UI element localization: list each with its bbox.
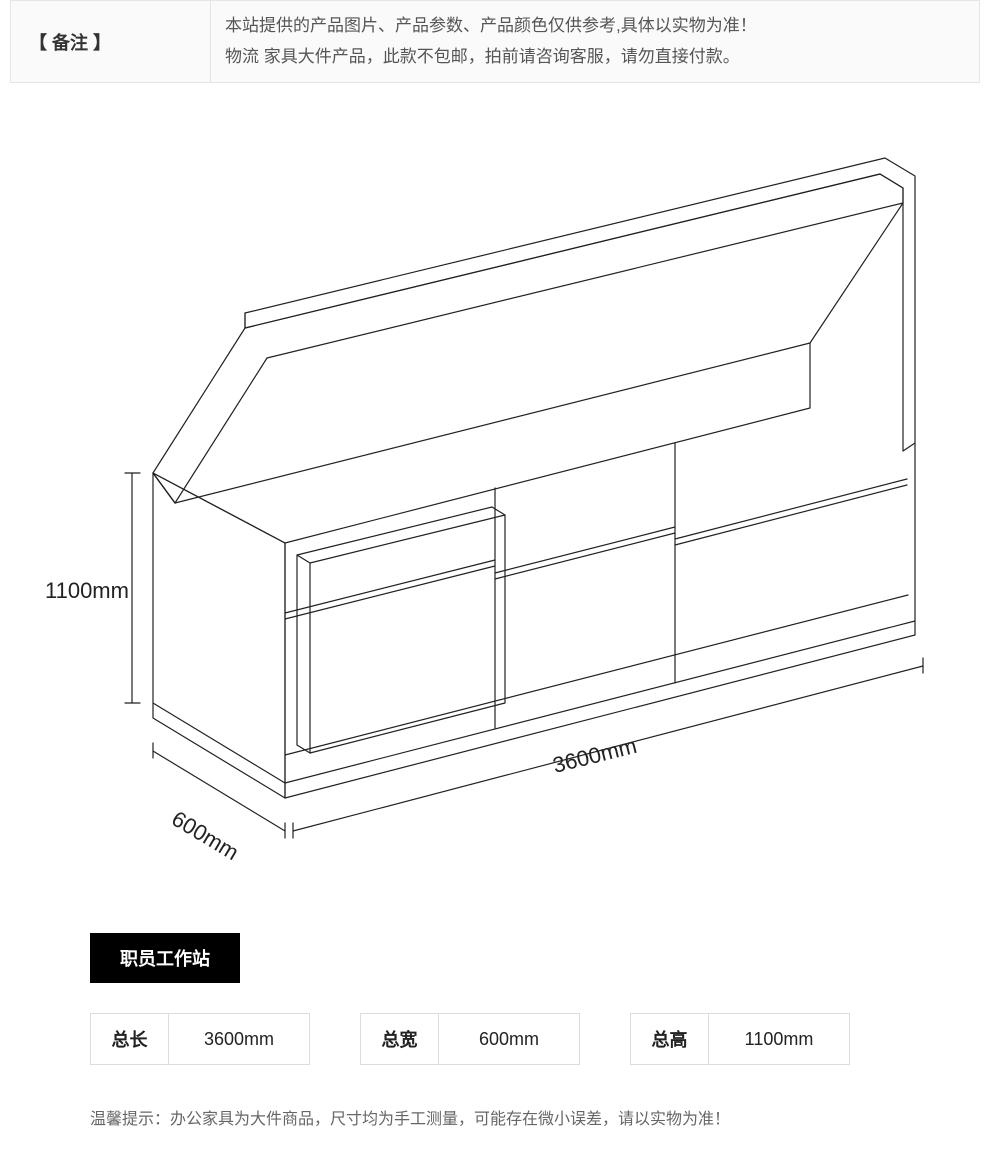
spec-length: 总长 3600mm (90, 1013, 310, 1065)
spec-width: 总宽 600mm (360, 1013, 580, 1065)
dim-depth-label: 600mm (167, 806, 243, 863)
section-badge: 职员工作站 (90, 933, 240, 983)
spec-width-key: 总宽 (361, 1014, 439, 1064)
dimension-diagram: 1100mm 600mm 3600mm (0, 83, 990, 903)
spec-height: 总高 1100mm (630, 1013, 850, 1065)
spec-length-key: 总长 (91, 1014, 169, 1064)
notes-label: 【 备注 】 (11, 1, 211, 82)
notes-line-2: 物流 家具大件产品，此款不包邮，拍前请咨询客服，请勿直接付款。 (225, 42, 965, 73)
spec-width-val: 600mm (439, 1014, 579, 1064)
dim-length-label: 3600mm (550, 733, 639, 778)
notes-line-1: 本站提供的产品图片、产品参数、产品颜色仅供参考,具体以实物为准！ (225, 11, 965, 42)
desk-line-drawing: 1100mm 600mm 3600mm (35, 143, 955, 863)
notes-table: 【 备注 】 本站提供的产品图片、产品参数、产品颜色仅供参考,具体以实物为准！ … (10, 0, 980, 83)
notes-content: 本站提供的产品图片、产品参数、产品颜色仅供参考,具体以实物为准！ 物流 家具大件… (211, 1, 979, 82)
dim-height-label: 1100mm (45, 578, 129, 603)
spec-length-val: 3600mm (169, 1014, 309, 1064)
spec-height-key: 总高 (631, 1014, 709, 1064)
spec-row: 总长 3600mm 总宽 600mm 总高 1100mm (0, 1013, 990, 1065)
spec-height-val: 1100mm (709, 1014, 849, 1064)
warm-tip: 温馨提示：办公家具为大件商品，尺寸均为手工测量，可能存在微小误差，请以实物为准！ (0, 1095, 990, 1169)
